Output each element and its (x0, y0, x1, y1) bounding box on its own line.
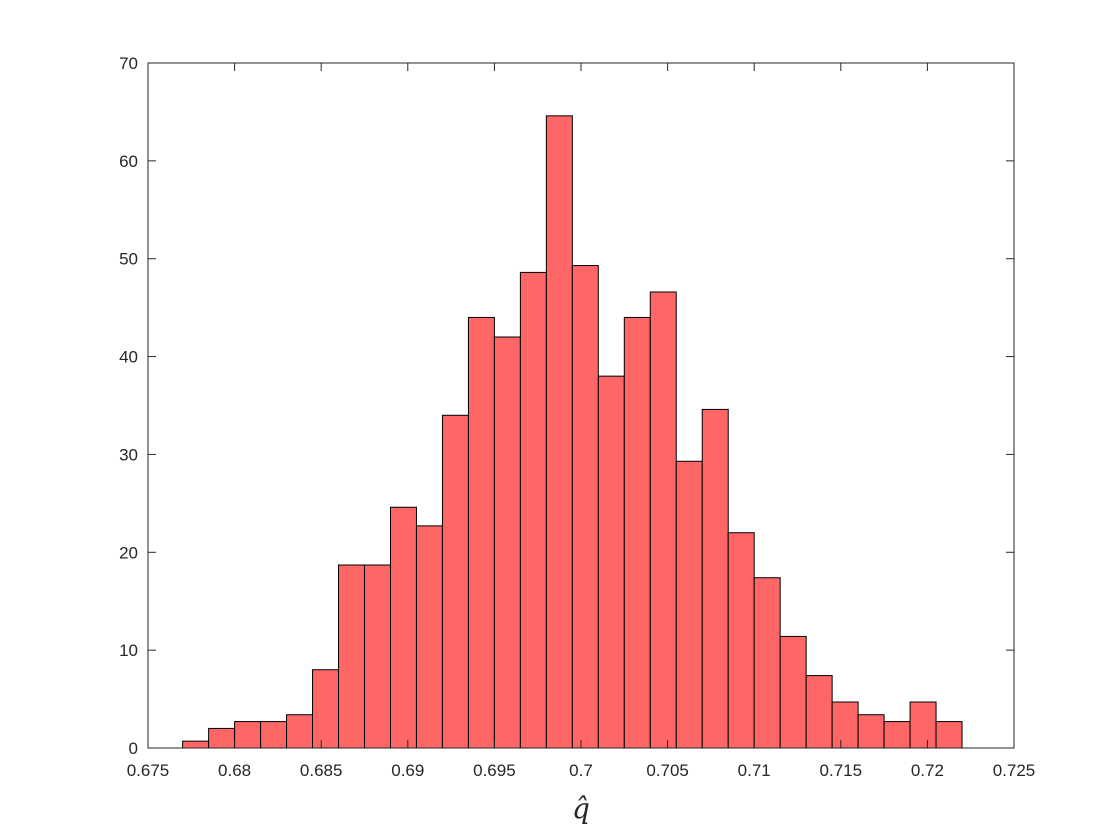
histogram-bar (286, 714, 314, 749)
histogram-bar (831, 701, 859, 749)
histogram-bar (571, 265, 599, 749)
histogram-bar (805, 675, 833, 749)
histogram-bar (519, 271, 547, 749)
x-tick-label: 0.7 (569, 761, 593, 780)
histogram-bar (909, 701, 937, 749)
bars-group (182, 115, 963, 749)
histogram-bar (623, 316, 651, 749)
x-tick-label: 0.725 (993, 761, 1036, 780)
histogram-bar (649, 291, 677, 749)
histogram-bar (364, 564, 391, 749)
y-tick-label: 0 (129, 739, 138, 758)
x-tick-label: 0.685 (300, 761, 343, 780)
histogram-bar (208, 727, 236, 749)
histogram-bar (338, 564, 365, 749)
x-tick-label: 0.705 (646, 761, 689, 780)
histogram-bar (415, 525, 443, 749)
x-tick-label: 0.72 (911, 761, 944, 780)
x-tick-label: 0.71 (738, 761, 771, 780)
histogram-bar (389, 506, 417, 749)
histogram-bar (701, 408, 729, 749)
y-tick-label: 20 (119, 543, 138, 562)
histogram-bar (234, 721, 262, 749)
y-tick-label: 60 (119, 152, 138, 171)
histogram-bar (857, 714, 885, 749)
x-tick-label: 0.68 (218, 761, 251, 780)
x-axis-label: q̂ (572, 792, 590, 825)
histogram-bar (182, 740, 210, 749)
histogram-bar (493, 336, 521, 749)
histogram-bar (441, 414, 469, 749)
histogram-bar (597, 375, 625, 749)
y-axis: 0 10 20 30 40 50 60 70 (119, 54, 1014, 758)
histogram-bar (312, 669, 340, 749)
y-tick-label: 30 (119, 445, 138, 464)
histogram-bar (883, 721, 911, 749)
x-tick-label: 0.675 (127, 761, 170, 780)
y-tick-label: 50 (119, 250, 138, 269)
x-tick-label: 0.69 (391, 761, 424, 780)
histogram-bar (779, 635, 807, 749)
histogram-bar (675, 460, 703, 749)
y-tick-label: 70 (119, 54, 138, 73)
histogram-bar (753, 577, 781, 749)
x-tick-label: 0.715 (820, 761, 863, 780)
y-tick-label: 40 (119, 348, 138, 367)
histogram-bar (260, 721, 288, 749)
histogram-bar (545, 115, 573, 749)
histogram-bar (467, 316, 495, 749)
histogram-bar (727, 532, 755, 749)
y-tick-label: 10 (119, 641, 138, 660)
histogram-bar (935, 721, 963, 749)
x-axis: 0.675 0.68 0.685 0.69 0.695 0.7 0.705 0.71 0.715… (127, 63, 1036, 780)
x-tick-label: 0.695 (473, 761, 516, 780)
